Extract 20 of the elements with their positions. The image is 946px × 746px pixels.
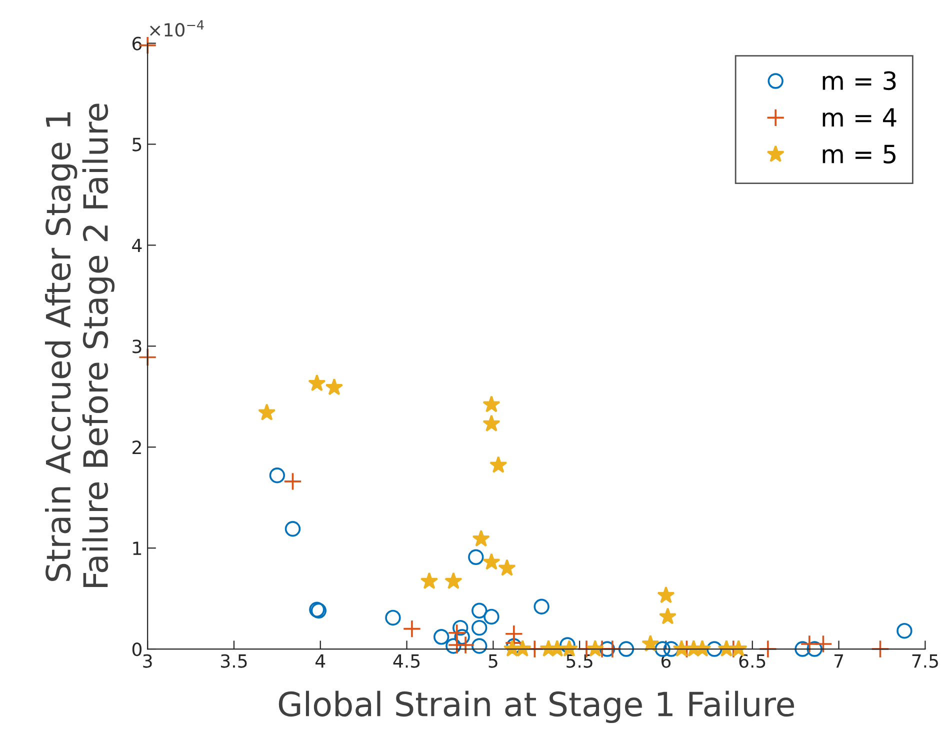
x-tick-label: 6.5 xyxy=(739,654,766,668)
x-tick-label: 4.5 xyxy=(393,654,420,668)
y-tick-label: 1 xyxy=(133,542,142,555)
legend-label: m = 4 xyxy=(822,108,896,126)
x-axis-title: Global Strain at Stage 1 Failure xyxy=(278,690,794,724)
y-tick-label: 0 xyxy=(132,642,142,656)
x-tick-label: 4 xyxy=(316,654,326,668)
x-tick-label: 7 xyxy=(834,654,843,668)
legend-label: m = 3 xyxy=(822,71,896,90)
y-axis-title: Strain Accrued After Stage 1 Failure Before Stage 2 Failure xyxy=(44,104,115,587)
text: ×10$^{−4}$ xyxy=(150,20,204,37)
x-tick-label: 7.5 xyxy=(912,654,938,668)
x-tick-label: 3 xyxy=(143,654,152,668)
x-tick-label: 3.5 xyxy=(220,654,247,668)
y-tick-label: 4 xyxy=(132,238,142,252)
y-tick-label: 5 xyxy=(132,138,142,152)
y-tick-label: 3 xyxy=(132,340,142,354)
legend-label: m = 5 xyxy=(822,144,896,164)
y-tick-label: 2 xyxy=(132,440,141,454)
x-tick-label: 5 xyxy=(488,654,498,668)
